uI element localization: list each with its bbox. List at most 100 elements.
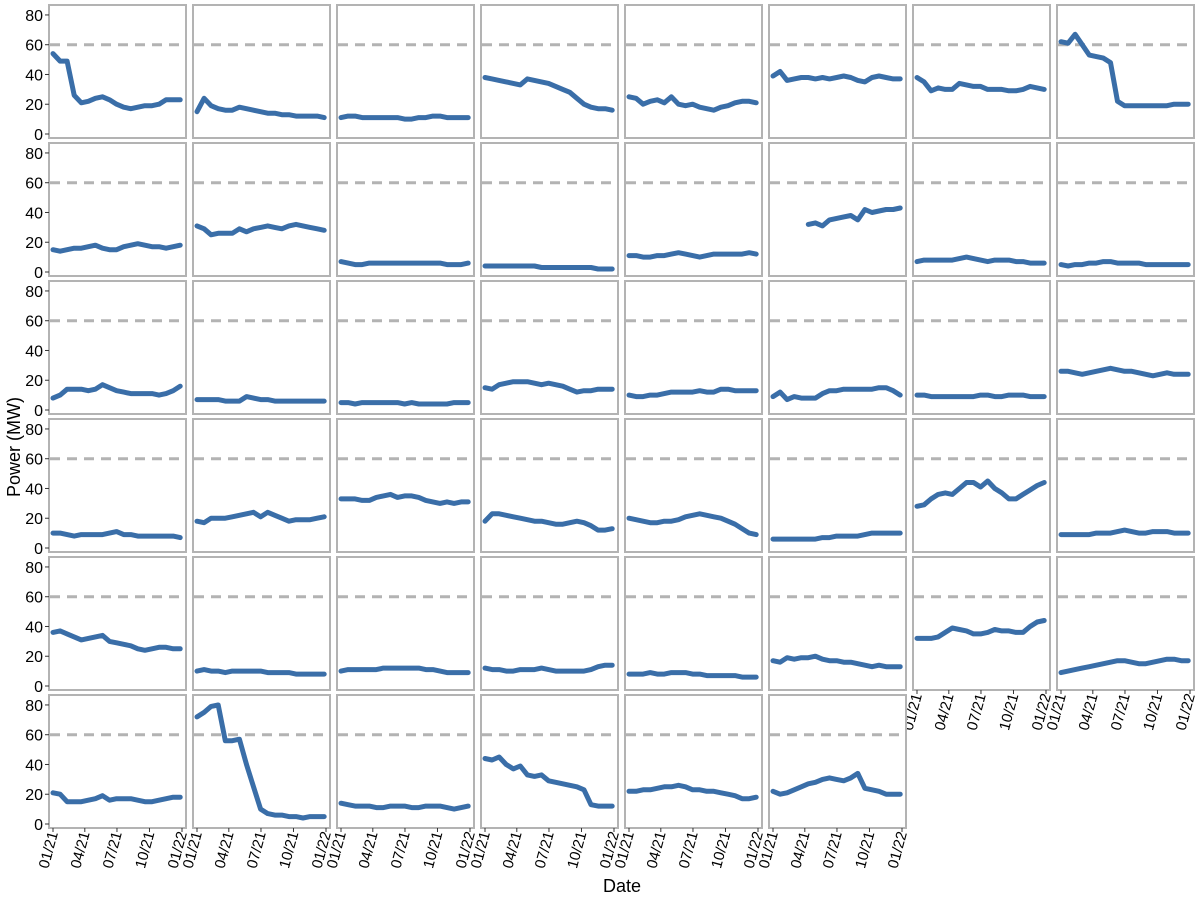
series-line [338, 259, 471, 268]
x-tick-label: 10/21 [420, 830, 446, 871]
facet-panel [480, 556, 619, 691]
series-line [770, 385, 903, 403]
x-tick-label: 10/21 [564, 830, 590, 871]
facet-panel [768, 142, 907, 277]
y-tick-label: 0 [34, 541, 43, 558]
x-axis-label: Date [603, 876, 641, 896]
x-tick-label: 01/22 [1173, 692, 1199, 733]
series-line [194, 221, 327, 238]
x-tick-label: 10/21 [852, 830, 878, 871]
facet-panel [336, 280, 475, 415]
panel-frame [624, 418, 763, 553]
facet-panel [624, 418, 763, 553]
facet-panel [480, 418, 619, 553]
series-line [1058, 259, 1191, 269]
facet-panel [768, 280, 907, 415]
panel-frame [336, 280, 475, 415]
facet-panel [480, 280, 619, 415]
panel-frame [192, 280, 331, 415]
x-tick-label: 10/21 [708, 830, 734, 871]
y-tick-label: 0 [34, 679, 43, 696]
panels-group: 0 20 40 60 80 0 20 40 60 80 0 20 40 60 80 0 20 40 60 80 0 20 4… [25, 4, 1199, 871]
series-line [194, 702, 327, 821]
y-tick-label: 0 [34, 403, 43, 420]
facet-panel [192, 142, 331, 277]
series-line [482, 75, 615, 113]
series-line [482, 511, 615, 533]
series-line [805, 205, 903, 229]
facet-panel: 0 20 40 60 80 [25, 142, 187, 282]
facet-panel [912, 4, 1051, 139]
x-tick-label: 04/21 [356, 830, 382, 871]
series-line [338, 400, 471, 407]
y-tick-label: 20 [25, 649, 43, 666]
series-line [338, 491, 471, 506]
y-axis-label: Power (MW) [4, 397, 24, 497]
facet-panel [336, 4, 475, 139]
series-line [626, 386, 759, 400]
y-tick-label: 60 [25, 590, 43, 607]
facet-panel [192, 556, 331, 691]
facet-panel [336, 142, 475, 277]
panel-frame [912, 556, 1051, 691]
panel-frame [48, 4, 187, 139]
series-line [194, 394, 327, 404]
series-line [626, 250, 759, 260]
facet-panel [1056, 142, 1195, 277]
y-tick-label: 0 [34, 817, 43, 834]
y-tick-label: 80 [25, 8, 43, 25]
panel-frame [624, 694, 763, 829]
series-line [50, 529, 183, 541]
panel-frame [1056, 142, 1195, 277]
y-tick-label: 20 [25, 235, 43, 252]
y-tick-label: 80 [25, 422, 43, 439]
x-tick-label: 01/22 [885, 830, 911, 871]
panel-frame [1056, 4, 1195, 139]
series-line [770, 653, 903, 670]
x-tick-label: 01/21 [36, 830, 62, 871]
series-line [1058, 656, 1191, 676]
y-tick-label: 80 [25, 284, 43, 301]
x-tick-label: 07/21 [1108, 692, 1134, 733]
y-tick-label: 40 [25, 619, 43, 636]
series-line [626, 670, 759, 680]
facet-panel [624, 280, 763, 415]
series-line [770, 770, 903, 797]
facet-panel: 01/21 04/21 07/21 10/21 01/22 [324, 694, 479, 871]
series-line [770, 530, 903, 542]
panel-frame [768, 694, 907, 829]
panel-frame [336, 142, 475, 277]
series-line [338, 800, 471, 812]
panel-frame [624, 4, 763, 139]
y-tick-label: 20 [25, 373, 43, 390]
y-tick-label: 40 [25, 343, 43, 360]
series-line [914, 618, 1047, 641]
facet-panel [192, 4, 331, 139]
x-tick-label: 07/21 [964, 692, 990, 733]
x-tick-label: 10/21 [132, 830, 158, 871]
series-line [482, 662, 615, 674]
panel-frame [192, 556, 331, 691]
panel-frame [768, 4, 907, 139]
x-tick-label: 07/21 [820, 830, 846, 871]
panel-frame [912, 4, 1051, 139]
y-tick-label: 0 [34, 127, 43, 144]
x-tick-label: 07/21 [244, 830, 270, 871]
facet-panel: 01/21 04/21 07/21 10/21 01/22 [180, 694, 335, 871]
panel-frame [1056, 418, 1195, 553]
series-line [50, 628, 183, 653]
x-tick-label: 04/21 [788, 830, 814, 871]
facet-panel [1056, 280, 1195, 415]
facet-panel: 01/21 04/21 07/21 10/21 01/22 [756, 694, 911, 871]
x-tick-label: 04/21 [932, 692, 958, 733]
facet-panel [336, 556, 475, 691]
panel-frame [48, 142, 187, 277]
facet-panel: 0 20 40 60 80 [25, 280, 187, 420]
facet-panel: 01/21 04/21 07/21 10/21 01/22 [900, 556, 1055, 733]
series-line [626, 782, 759, 802]
series-line [482, 379, 615, 395]
y-tick-label: 60 [25, 38, 43, 55]
facet-panel: 0 20 40 60 80 [25, 4, 187, 144]
